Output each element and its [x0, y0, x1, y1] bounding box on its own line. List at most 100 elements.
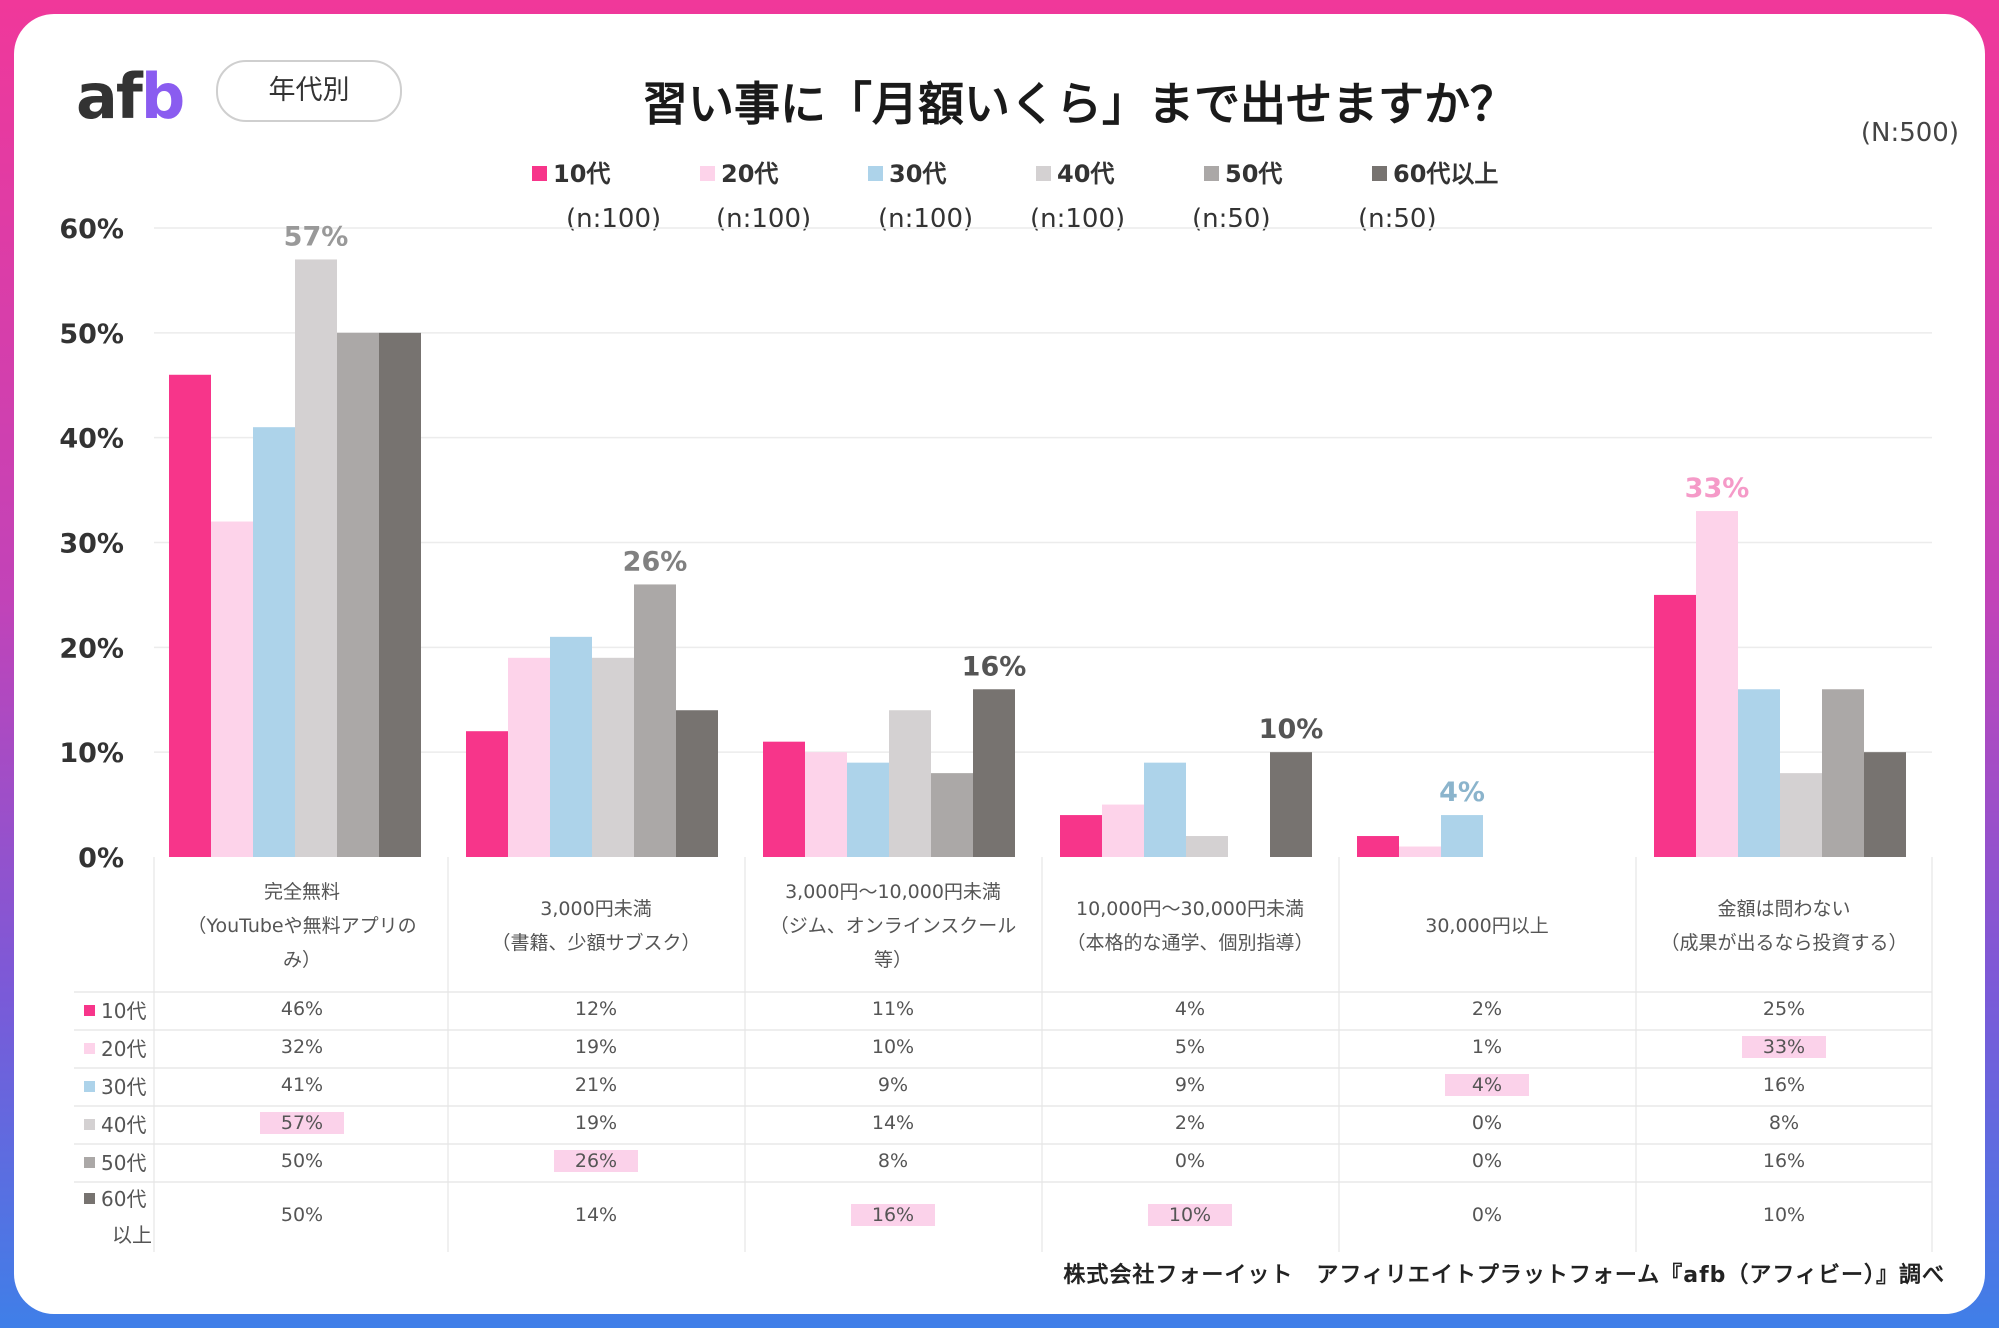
- table-row-label-text: 30代: [101, 1075, 147, 1099]
- table-cell: 4%: [1042, 998, 1338, 1020]
- category-label: 30,000円以上: [1339, 876, 1635, 976]
- table-cell-value: 25%: [1762, 998, 1806, 1020]
- bar-chart-plot: 0% 10% 20% 30% 40% 50% 60% 57% 26% 16% 10% 4% 33%: [59, 214, 1933, 1252]
- table-cell-value: 41%: [280, 1074, 324, 1096]
- category-label-line: （ジム、オンラインスクール: [769, 915, 1017, 937]
- category-label-line: み）: [282, 949, 321, 971]
- table-cell-value: 0%: [1471, 1112, 1503, 1134]
- table-cell: 4%: [1339, 1074, 1635, 1096]
- bar-5-30代: [1441, 815, 1483, 857]
- y-tick-label: 0%: [78, 843, 124, 874]
- chart-card: afb 年代別 習い事に「月額いくら」まで出せますか？ (N:500) 10代 (…: [14, 14, 1985, 1314]
- table-cell-value: 46%: [280, 998, 324, 1020]
- category-label-line: （成果が出るなら投資する）: [1660, 932, 1908, 954]
- table-cell-value: 8%: [1768, 1112, 1800, 1134]
- table-cell-value: 4%: [1445, 1074, 1529, 1096]
- table-row-label: 20代: [84, 1031, 146, 1067]
- bar-4-10代: [1060, 815, 1102, 857]
- total-sample-size: (N:500): [1860, 118, 1959, 148]
- table-cell-value: 10%: [1762, 1204, 1806, 1226]
- legend-swatch: [1372, 166, 1387, 181]
- table-row-label: 60代以上: [84, 1181, 152, 1253]
- legend-item: 50代: [1204, 154, 1282, 189]
- table-cell-value: 14%: [574, 1204, 618, 1226]
- table-cell: 14%: [448, 1204, 744, 1226]
- table-cell: 9%: [1042, 1074, 1338, 1096]
- table-cell: 19%: [448, 1112, 744, 1134]
- table-row-label-line: 60代: [84, 1181, 152, 1217]
- legend-sample-size: (n:100): [878, 204, 974, 234]
- table-cell: 26%: [448, 1150, 744, 1172]
- table-row-label-text: 以上: [112, 1223, 152, 1247]
- table-cell: 0%: [1339, 1150, 1635, 1172]
- legend-label: 60代以上: [1393, 160, 1499, 188]
- category-label-line: 完全無料: [263, 881, 340, 903]
- table-cell: 0%: [1339, 1204, 1635, 1226]
- table-row-swatch: [84, 1119, 95, 1130]
- table-cell-value: 0%: [1174, 1150, 1206, 1172]
- y-tick-label: 60%: [59, 214, 124, 245]
- bar-value-label: 57%: [284, 221, 349, 252]
- table-row-label-line: 10代: [84, 993, 146, 1029]
- bar-3-60代以上: [973, 689, 1015, 857]
- bar-4-20代: [1102, 804, 1144, 857]
- table-cell: 32%: [154, 1036, 450, 1058]
- table-cell-value: 4%: [1174, 998, 1206, 1020]
- table-cell-value: 12%: [574, 998, 618, 1020]
- table-cell: 16%: [745, 1204, 1041, 1226]
- category-label-line: （書籍、少額サブスク）: [491, 932, 701, 954]
- bar-4-60代以上: [1270, 752, 1312, 857]
- table-cell-value: 26%: [554, 1150, 638, 1172]
- table-cell-value: 16%: [851, 1204, 935, 1226]
- table-cell: 25%: [1636, 998, 1932, 1020]
- table-cell: 14%: [745, 1112, 1041, 1134]
- table-cell: 16%: [1636, 1150, 1932, 1172]
- bar-2-40代: [592, 657, 634, 857]
- table-cell: 57%: [154, 1112, 450, 1134]
- table-cell-value: 10%: [871, 1036, 915, 1058]
- bar-4-30代: [1144, 762, 1186, 857]
- legend-swatch: [1204, 166, 1219, 181]
- bar-5-10代: [1357, 836, 1399, 857]
- legend-sample-size: (n:100): [716, 204, 812, 234]
- afb-logo: afb: [76, 60, 185, 133]
- bar-1-30代: [253, 427, 295, 857]
- table-cell-value: 32%: [280, 1036, 324, 1058]
- table-cell: 50%: [154, 1150, 450, 1172]
- table-cell-value: 50%: [280, 1150, 324, 1172]
- table-cell-value: 33%: [1742, 1036, 1826, 1058]
- legend-item: 60代以上: [1372, 154, 1498, 189]
- bar-5-20代: [1399, 846, 1441, 857]
- table-cell: 9%: [745, 1074, 1041, 1096]
- table-row-label-line: 以上: [84, 1217, 152, 1253]
- table-cell-value: 14%: [871, 1112, 915, 1134]
- table-row-label-text: 20代: [101, 1037, 147, 1061]
- legend-swatch: [700, 166, 715, 181]
- bar-2-50代: [634, 584, 676, 857]
- table-cell-value: 21%: [574, 1074, 618, 1096]
- table-cell: 8%: [1636, 1112, 1932, 1134]
- legend-sample-size: (n:50): [1192, 204, 1271, 234]
- table-row-swatch: [84, 1193, 95, 1204]
- table-cell-value: 16%: [1762, 1150, 1806, 1172]
- category-label: 3,000円〜10,000円未満 （ジム、オンラインスクール 等）: [745, 876, 1041, 976]
- table-cell: 8%: [745, 1150, 1041, 1172]
- category-label: 3,000円未満 （書籍、少額サブスク）: [448, 876, 744, 976]
- table-cell: 19%: [448, 1036, 744, 1058]
- table-row-swatch: [84, 1005, 95, 1016]
- bar-2-60代以上: [676, 710, 718, 857]
- table-cell-value: 2%: [1174, 1112, 1206, 1134]
- bar-6-10代: [1654, 594, 1696, 857]
- bar-6-40代: [1780, 773, 1822, 857]
- bar-value-label: 26%: [623, 546, 688, 577]
- table-cell-value: 5%: [1174, 1036, 1206, 1058]
- legend-label: 50代: [1225, 160, 1283, 188]
- table-cell: 16%: [1636, 1074, 1932, 1096]
- legend-sample-size: (n:50): [1358, 204, 1437, 234]
- table-row-label: 30代: [84, 1069, 146, 1105]
- legend-swatch: [532, 166, 547, 181]
- bar-1-50代: [337, 332, 379, 857]
- bar-3-30代: [847, 762, 889, 857]
- table-cell-value: 16%: [1762, 1074, 1806, 1096]
- table-cell-value: 19%: [574, 1036, 618, 1058]
